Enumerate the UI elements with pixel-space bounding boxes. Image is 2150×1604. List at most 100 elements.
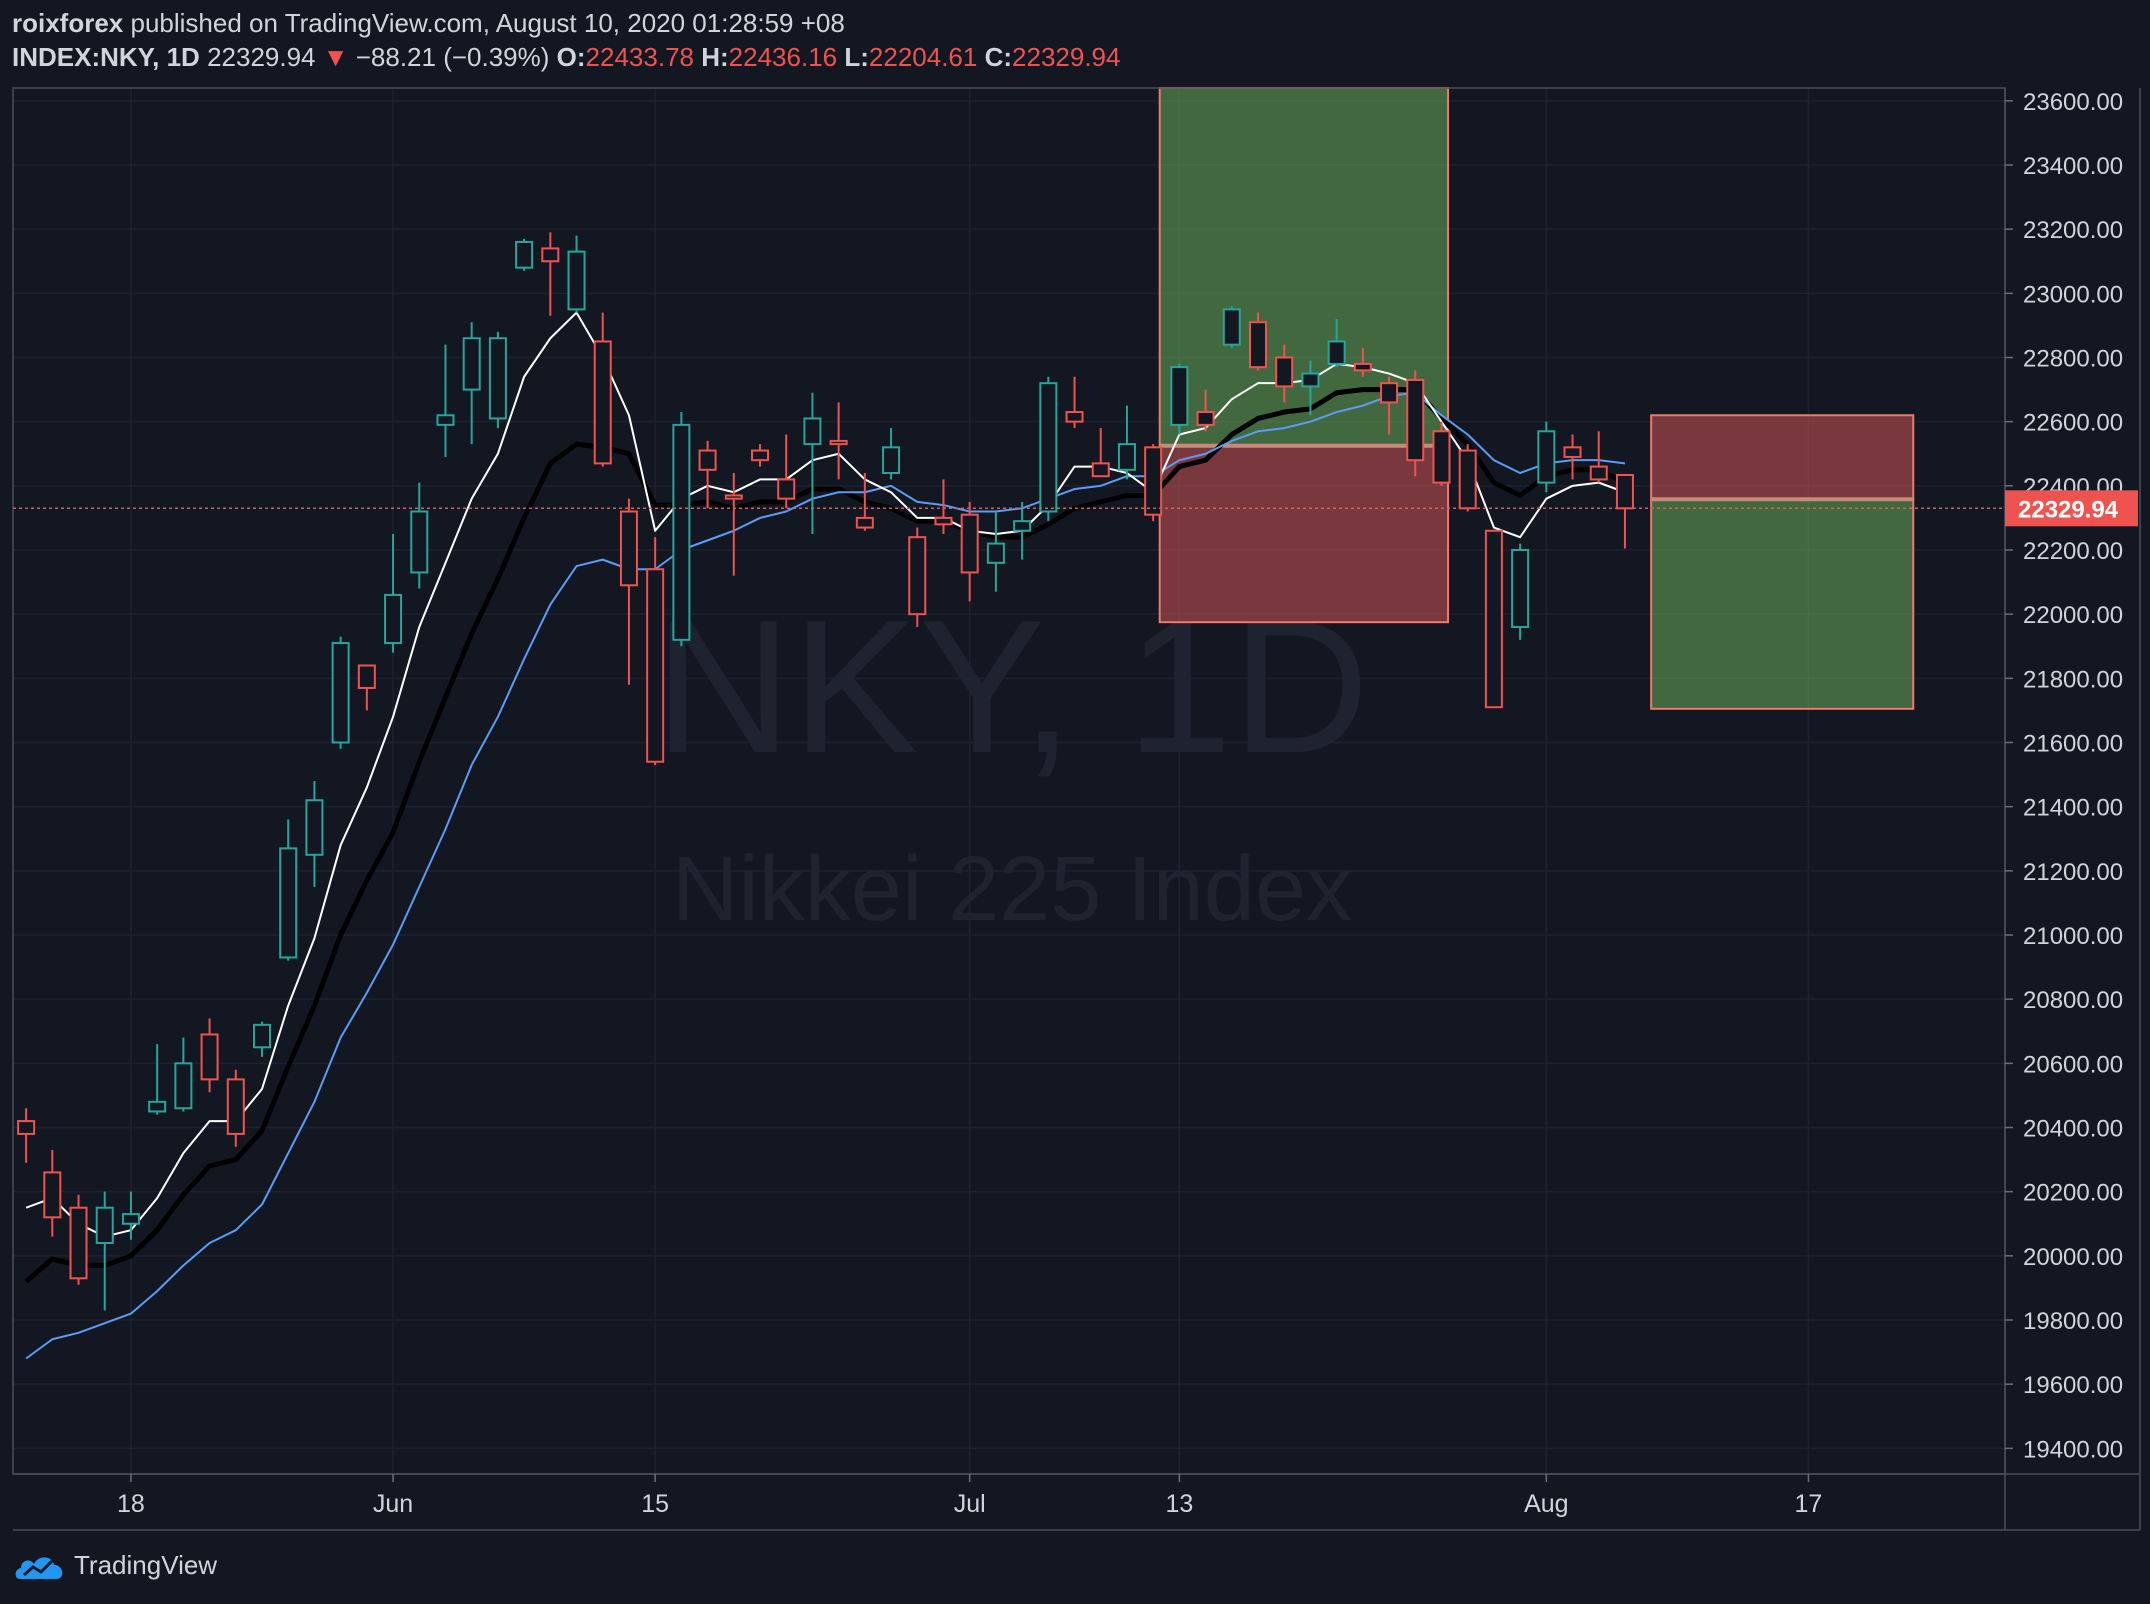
candle-body [69,1206,88,1280]
candle-body [1380,382,1399,404]
chart-header: roixforex published on TradingView.com, … [12,6,1120,74]
candle-body [960,513,979,574]
current-price: 22329.94 [13,490,2138,527]
symbol-info: INDEX:NKY, 1D 22329.94 ▼ −88.21 (−0.39%)… [12,40,1120,74]
candle-body [829,439,848,446]
candle-body [1458,449,1477,510]
y-tick-label: 19600.00 [2023,1372,2123,1399]
brand-name: TradingView [74,1550,218,1580]
position-tools[interactable] [1158,87,1915,710]
y-tick-label: 22200.00 [2023,538,2123,565]
author-name[interactable]: roixforex [12,8,124,38]
last-price: 22329.94 [207,42,316,72]
candle-body [1013,520,1032,532]
candle-body [410,510,429,574]
candle-body [226,1078,245,1135]
y-tick-label: 21800.00 [2023,666,2123,693]
candle-body [698,449,717,471]
position-profit-zone [1650,498,1915,710]
candle-body [619,510,638,587]
candle-body [174,1062,193,1110]
x-tick-label: 17 [1795,1490,1823,1518]
candle-body [1327,340,1346,365]
candle-body [751,449,769,462]
candle-body [934,516,953,526]
x-tick-label: Jul [954,1490,986,1518]
candle-body [1091,462,1110,478]
ema-slow-line [25,391,1626,1360]
candle-body [1353,362,1372,372]
close-value: 22329.94 [1012,42,1121,72]
position-loss-zone [1650,414,1915,501]
y-tick-label: 20400.00 [2023,1116,2123,1143]
y-tick-label: 20000.00 [2023,1244,2123,1271]
candle-body [200,1033,219,1081]
y-tick-label: 21400.00 [2023,795,2123,822]
open-value: 22433.78 [585,42,694,72]
price-tag-box [2005,490,2138,527]
tradingview-cloud-icon [15,1556,63,1579]
published-text: published on TradingView.com, August 10,… [130,8,845,38]
candle-body [882,446,901,475]
price-change: −88.21 (−0.39%) [355,42,550,72]
candle-body [1144,446,1163,516]
x-tick-label: Aug [1524,1490,1568,1518]
candle-body [253,1023,271,1049]
candle-body [1275,356,1294,388]
candle-body [646,568,665,763]
chart-frame [12,87,2141,1531]
candle-body [1484,529,1503,709]
close-label: C: [984,42,1013,72]
y-tick-label: 21600.00 [2023,731,2123,758]
low-value: 22204.61 [868,42,978,72]
x-tick-label: 13 [1165,1490,1193,1518]
y-tick-label: 21000.00 [2023,923,2123,950]
candle-body [43,1171,62,1219]
y-tick-label: 20200.00 [2023,1180,2123,1207]
candle-body [1222,308,1241,346]
high-value: 22436.16 [728,42,838,72]
candle-body [672,423,691,641]
y-tick-label: 23000.00 [2023,281,2123,308]
time-axis[interactable]: 18 Jun 15 Jul 13 Aug 17 [117,1474,1822,1518]
open-label: O: [556,42,586,72]
candle-body [724,494,743,500]
candle-body [593,340,612,465]
candle-body [1039,382,1058,513]
candle-body [908,536,927,616]
price-tag-label: 22329.94 [2018,496,2119,523]
y-tick-label: 22000.00 [2023,602,2123,629]
high-label: H: [701,42,729,72]
candle-body [384,593,403,645]
candle-body [803,417,822,446]
candle-body [279,847,298,959]
y-tick-label: 20800.00 [2023,987,2123,1014]
candle-body [1117,443,1136,471]
candle-body [1537,430,1556,484]
candle-body [1563,446,1582,458]
candle-body [1589,465,1608,481]
y-tick-label: 19800.00 [2023,1308,2123,1335]
candle-body [1615,473,1634,510]
candle-body [1196,411,1215,426]
symbol-label[interactable]: INDEX:NKY, 1D [12,42,200,72]
x-tick-label: 15 [641,1490,669,1518]
brand-footer[interactable]: TradingView [14,1550,217,1581]
candle-body [1301,372,1320,388]
candle-body [148,1100,167,1113]
x-tick-label: 18 [117,1490,145,1518]
y-tick-label: 22800.00 [2023,346,2123,373]
x-tick-label: Jun [373,1490,413,1518]
candle-body [95,1206,114,1245]
watermark-name: Nikkei 225 Index [672,838,1352,940]
candle-body [1511,549,1530,628]
price-axis[interactable]: 23600.00 23400.00 23200.00 23000.00 22800.00… [2005,89,2123,1464]
candle-body [777,478,796,500]
candle-body [1432,430,1451,484]
candle-body [17,1120,36,1135]
y-tick-label: 21200.00 [2023,859,2123,886]
candle-body [121,1213,140,1225]
candle-body [855,516,874,529]
candles[interactable] [17,232,1634,1311]
